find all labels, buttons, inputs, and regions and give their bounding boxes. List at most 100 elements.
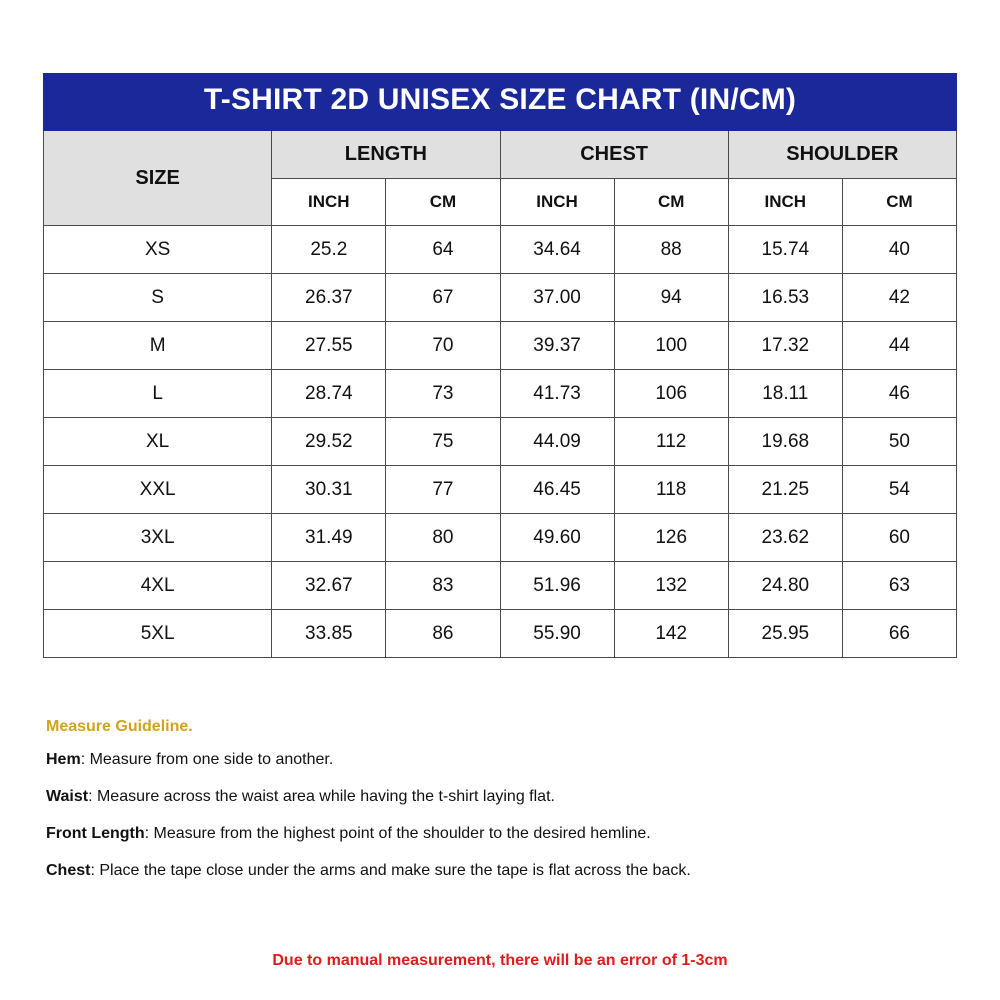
cell-length-inch: 28.74 bbox=[271, 369, 387, 418]
cell-size: S bbox=[42, 273, 273, 322]
cell-chest-inch: 44.09 bbox=[499, 417, 615, 466]
cell-size: XL bbox=[42, 417, 273, 466]
cell-shoulder-inch: 23.62 bbox=[727, 513, 843, 562]
cell-chest-inch: 41.73 bbox=[499, 369, 615, 418]
table-row: 4XL 32.67 83 51.96 132 24.80 63 bbox=[42, 561, 958, 610]
cell-chest-inch: 39.37 bbox=[499, 321, 615, 370]
cell-length-cm: 83 bbox=[385, 561, 501, 610]
unit-header-length-cm: CM bbox=[385, 178, 501, 226]
cell-chest-cm: 132 bbox=[613, 561, 729, 610]
cell-chest-cm: 100 bbox=[613, 321, 729, 370]
cell-size: 4XL bbox=[42, 561, 273, 610]
cell-length-cm: 64 bbox=[385, 225, 501, 274]
cell-shoulder-cm: 50 bbox=[841, 417, 958, 466]
cell-length-cm: 67 bbox=[385, 273, 501, 322]
column-header-size: SIZE bbox=[42, 130, 273, 226]
measurement-disclaimer: Due to manual measurement, there will be… bbox=[272, 952, 728, 969]
cell-shoulder-cm: 44 bbox=[841, 321, 958, 370]
chart-title: T-SHIRT 2D UNISEX SIZE CHART (IN/CM) bbox=[43, 73, 957, 131]
measure-guideline-title: Measure Guideline. bbox=[46, 718, 193, 735]
unit-header-chest-inch: INCH bbox=[499, 178, 615, 226]
cell-chest-cm: 118 bbox=[613, 465, 729, 514]
cell-shoulder-inch: 19.68 bbox=[727, 417, 843, 466]
unit-header-shoulder-cm: CM bbox=[841, 178, 958, 226]
cell-chest-inch: 46.45 bbox=[499, 465, 615, 514]
cell-chest-cm: 112 bbox=[613, 417, 729, 466]
unit-header-shoulder-inch: INCH bbox=[727, 178, 843, 226]
cell-chest-inch: 55.90 bbox=[499, 609, 615, 658]
column-header-shoulder: SHOULDER bbox=[727, 130, 958, 179]
cell-shoulder-cm: 63 bbox=[841, 561, 958, 610]
cell-length-cm: 73 bbox=[385, 369, 501, 418]
guideline-label-hem: Hem bbox=[46, 750, 81, 768]
guideline-text-chest: : Place the tape close under the arms an… bbox=[90, 862, 691, 880]
cell-size: M bbox=[42, 321, 273, 370]
cell-shoulder-inch: 18.11 bbox=[727, 369, 843, 418]
cell-size: XS bbox=[42, 225, 273, 274]
cell-chest-cm: 142 bbox=[613, 609, 729, 658]
cell-length-inch: 29.52 bbox=[271, 417, 387, 466]
guideline-label-chest: Chest bbox=[46, 862, 91, 880]
guideline-text-hem: : Measure from one side to another. bbox=[80, 750, 334, 768]
cell-chest-inch: 37.00 bbox=[499, 273, 615, 322]
cell-length-cm: 75 bbox=[385, 417, 501, 466]
cell-shoulder-inch: 15.74 bbox=[727, 225, 843, 274]
table-row: XL 29.52 75 44.09 112 19.68 50 bbox=[42, 417, 958, 466]
cell-shoulder-cm: 42 bbox=[841, 273, 958, 322]
cell-length-inch: 26.37 bbox=[271, 273, 387, 322]
cell-shoulder-cm: 54 bbox=[841, 465, 958, 514]
unit-header-length-inch: INCH bbox=[271, 178, 387, 226]
cell-shoulder-cm: 66 bbox=[841, 609, 958, 658]
cell-shoulder-cm: 40 bbox=[841, 225, 958, 274]
table-row: 3XL 31.49 80 49.60 126 23.62 60 bbox=[42, 513, 958, 562]
cell-length-cm: 80 bbox=[385, 513, 501, 562]
cell-chest-cm: 88 bbox=[613, 225, 729, 274]
cell-length-inch: 32.67 bbox=[271, 561, 387, 610]
cell-length-inch: 33.85 bbox=[271, 609, 387, 658]
cell-chest-inch: 51.96 bbox=[499, 561, 615, 610]
cell-shoulder-inch: 17.32 bbox=[727, 321, 843, 370]
guideline-item-hem: Hem: Measure from one side to another. bbox=[46, 750, 956, 769]
cell-length-inch: 25.2 bbox=[271, 225, 387, 274]
guideline-text-front-length: : Measure from the highest point of the … bbox=[144, 824, 651, 842]
guideline-text-waist: : Measure across the waist area while ha… bbox=[88, 787, 555, 805]
guideline-item-front-length: Front Length: Measure from the highest p… bbox=[46, 824, 956, 843]
cell-shoulder-inch: 24.80 bbox=[727, 561, 843, 610]
cell-size: 5XL bbox=[42, 609, 273, 658]
cell-length-inch: 31.49 bbox=[271, 513, 387, 562]
cell-length-cm: 77 bbox=[385, 465, 501, 514]
cell-size: XXL bbox=[42, 465, 273, 514]
cell-shoulder-inch: 21.25 bbox=[727, 465, 843, 514]
cell-size: L bbox=[42, 369, 273, 418]
table-row: L 28.74 73 41.73 106 18.11 46 bbox=[42, 369, 958, 418]
table-row: 5XL 33.85 86 55.90 142 25.95 66 bbox=[42, 609, 958, 658]
table-group-header-row: SIZE LENGTH CHEST SHOULDER bbox=[42, 130, 958, 226]
size-chart-table: T-SHIRT 2D UNISEX SIZE CHART (IN/CM) SIZ… bbox=[42, 73, 958, 658]
guideline-label-front-length: Front Length bbox=[46, 824, 145, 842]
guideline-item-chest: Chest: Place the tape close under the ar… bbox=[46, 861, 956, 880]
cell-shoulder-cm: 60 bbox=[841, 513, 958, 562]
column-header-length: LENGTH bbox=[271, 130, 501, 179]
cell-chest-inch: 34.64 bbox=[499, 225, 615, 274]
table-row: M 27.55 70 39.37 100 17.32 44 bbox=[42, 321, 958, 370]
table-unit-header-row: INCH CM INCH CM INCH CM bbox=[44, 178, 958, 226]
cell-shoulder-cm: 46 bbox=[841, 369, 958, 418]
table-row: XS 25.2 64 34.64 88 15.74 40 bbox=[42, 225, 958, 274]
size-chart-container: T-SHIRT 2D UNISEX SIZE CHART (IN/CM) SIZ… bbox=[42, 73, 958, 658]
cell-length-inch: 30.31 bbox=[271, 465, 387, 514]
guideline-item-waist: Waist: Measure across the waist area whi… bbox=[46, 787, 956, 806]
cell-length-inch: 27.55 bbox=[271, 321, 387, 370]
cell-chest-cm: 126 bbox=[613, 513, 729, 562]
cell-chest-inch: 49.60 bbox=[499, 513, 615, 562]
column-header-chest: CHEST bbox=[499, 130, 729, 179]
cell-length-cm: 70 bbox=[385, 321, 501, 370]
measure-guideline-section: Measure Guideline. Hem: Measure from one… bbox=[46, 718, 956, 898]
guideline-label-waist: Waist bbox=[46, 787, 89, 805]
cell-chest-cm: 106 bbox=[613, 369, 729, 418]
cell-chest-cm: 94 bbox=[613, 273, 729, 322]
cell-shoulder-inch: 16.53 bbox=[727, 273, 843, 322]
table-row: S 26.37 67 37.00 94 16.53 42 bbox=[42, 273, 958, 322]
cell-size: 3XL bbox=[42, 513, 273, 562]
cell-shoulder-inch: 25.95 bbox=[727, 609, 843, 658]
